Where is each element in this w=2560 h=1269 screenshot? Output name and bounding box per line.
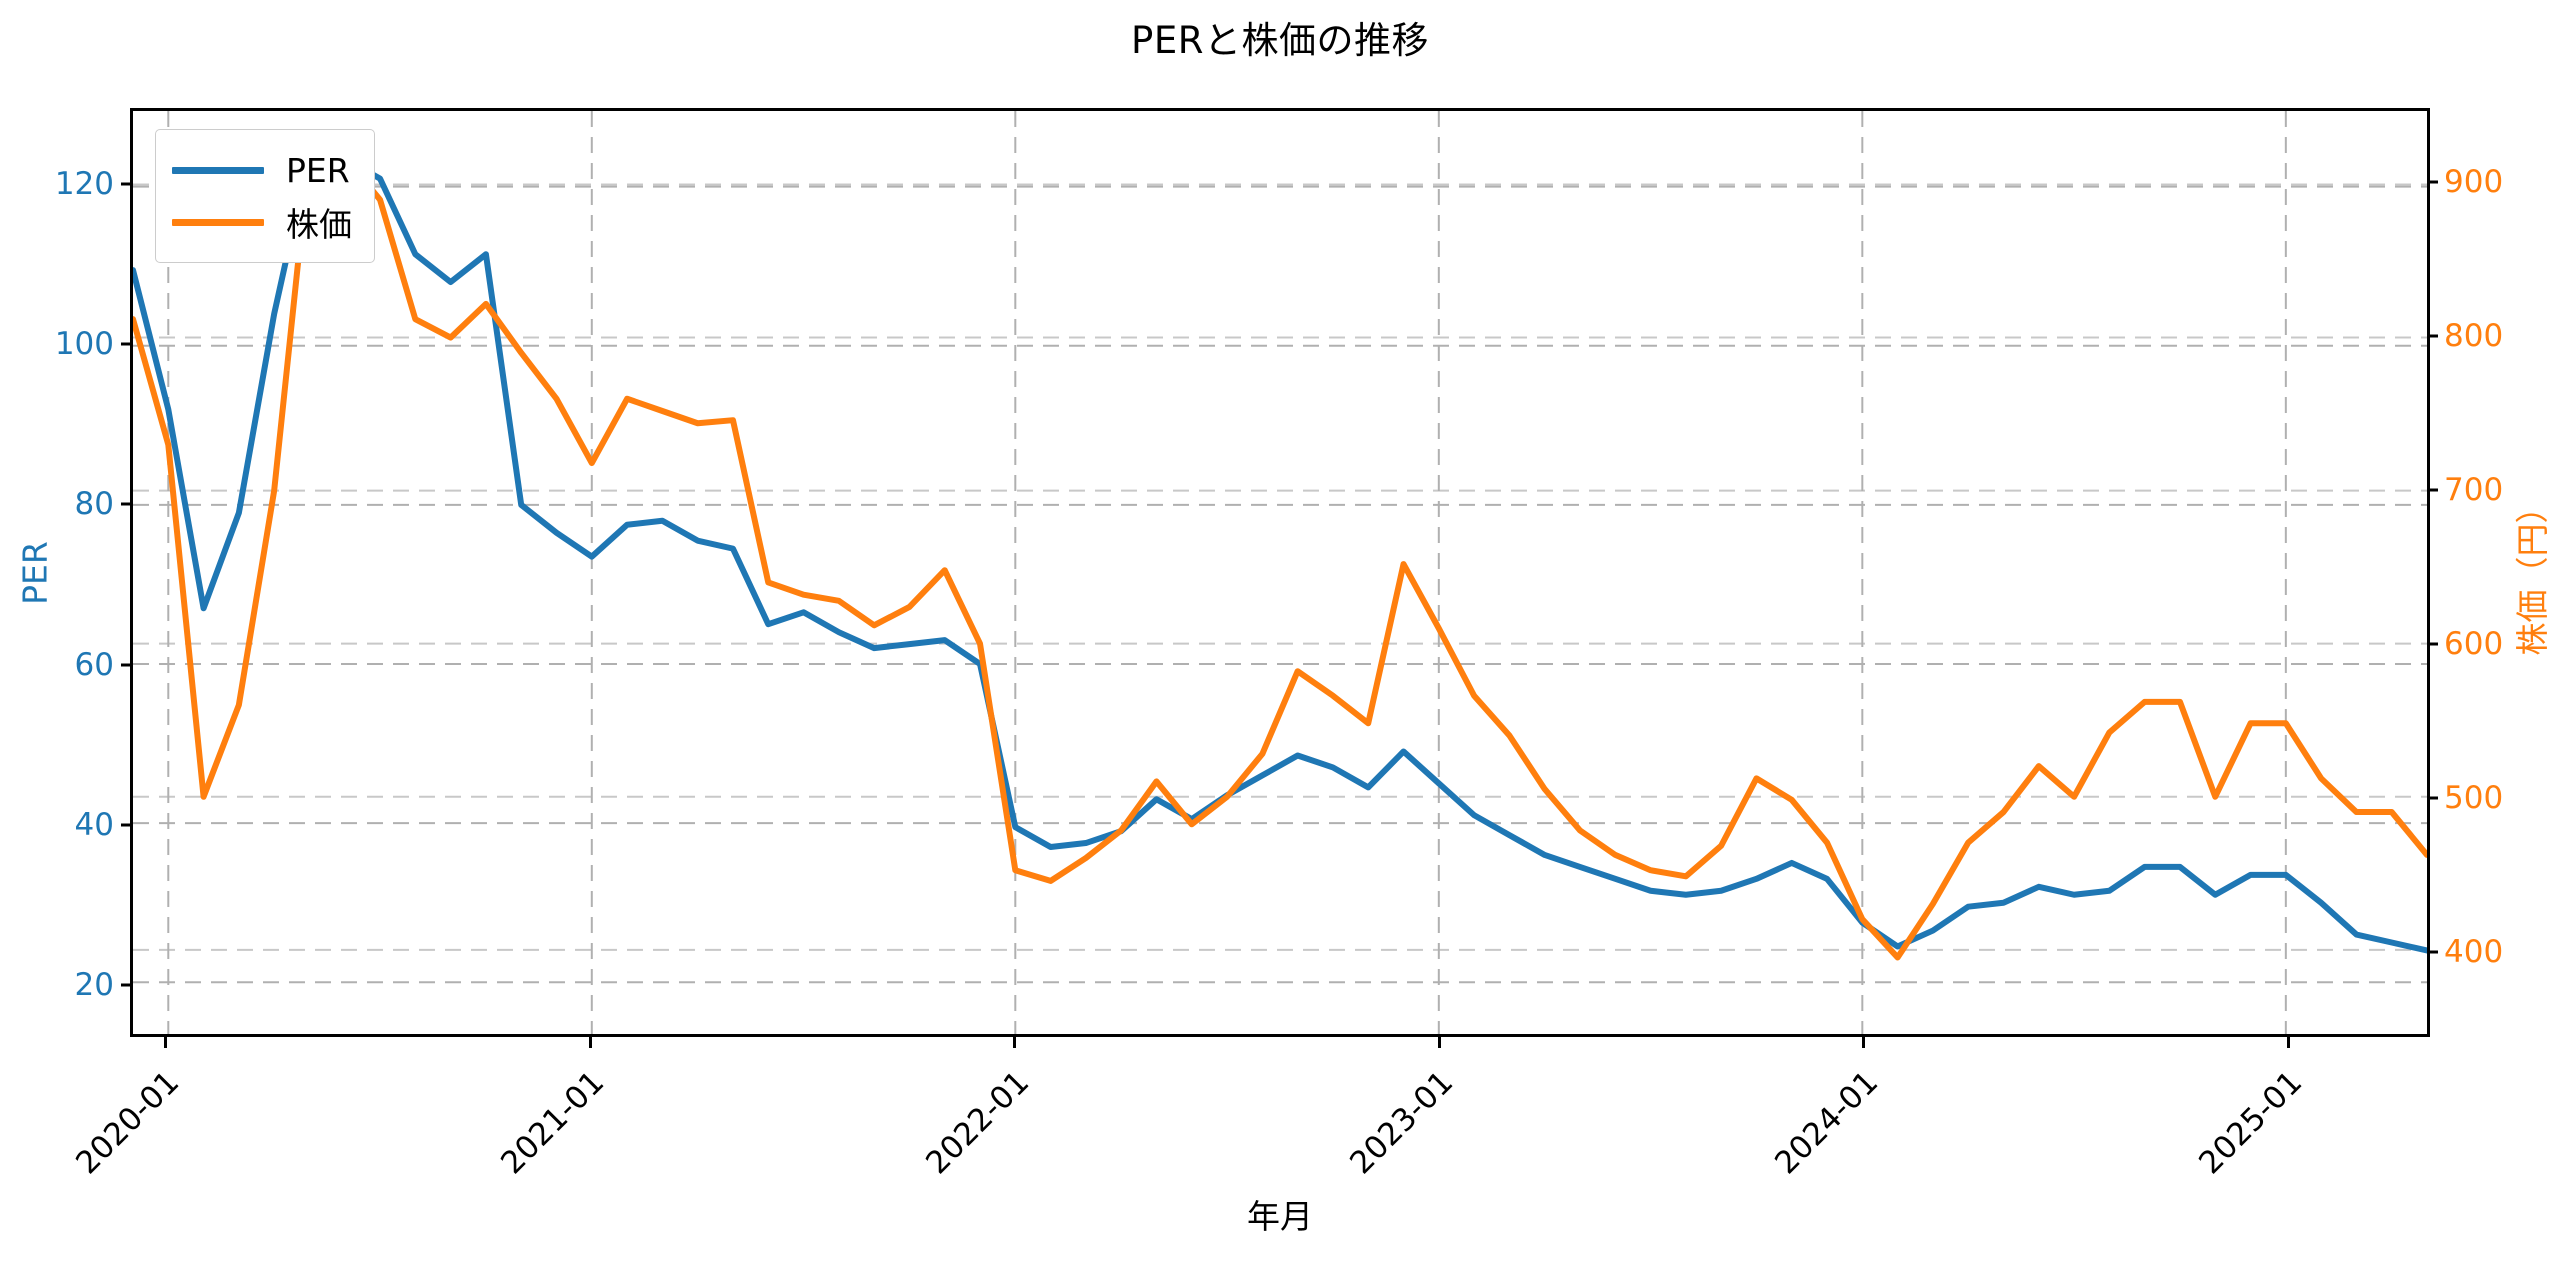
- y-tick-left-80: 80: [74, 486, 114, 523]
- y-tick-right-mark-900: [2428, 180, 2438, 184]
- series-line-PER: [133, 155, 2427, 951]
- y-axis-left-label-wrap: PER: [16, 108, 55, 1037]
- y-axis-right-label-wrap: 株価（円）: [2513, 108, 2552, 1037]
- x-tick-label-2024-01: 2024-01: [1768, 1064, 1886, 1182]
- x-tick-mark-2021-01: [588, 1037, 592, 1048]
- legend-label-per: PER: [286, 150, 350, 190]
- chart-title: PERと株価の推移: [1131, 19, 1429, 62]
- x-axis-label: 年月: [1247, 1197, 1313, 1236]
- y-tick-right-mark-400: [2428, 950, 2438, 954]
- y-tick-left-60: 60: [74, 646, 114, 683]
- y-tick-right-400: 400: [2444, 934, 2504, 971]
- y-tick-right-600: 600: [2444, 626, 2504, 663]
- x-tick-label-2021-01: 2021-01: [494, 1064, 612, 1182]
- y-axis-left-label: PER: [15, 540, 55, 605]
- chart-legend[interactable]: PER 株価: [155, 129, 375, 263]
- legend-item-per[interactable]: PER: [172, 144, 352, 196]
- grid-layer: [133, 111, 2427, 1034]
- y-tick-left-20: 20: [74, 966, 114, 1003]
- y-tick-right-mark-600: [2428, 642, 2438, 646]
- y-tick-left-mark-120: [121, 182, 131, 186]
- x-tick-label-2023-01: 2023-01: [1343, 1064, 1461, 1182]
- legend-label-stock-price: 株価: [286, 205, 352, 244]
- legend-item-stock-price[interactable]: 株価: [172, 196, 352, 248]
- x-tick-label-2022-01: 2022-01: [918, 1064, 1036, 1182]
- y-tick-right-mark-700: [2428, 488, 2438, 492]
- series-line-株価: [133, 154, 2427, 958]
- y-tick-right-500: 500: [2444, 780, 2504, 817]
- y-tick-right-900: 900: [2444, 163, 2504, 200]
- x-tick-mark-2022-01: [1013, 1037, 1017, 1048]
- y-tick-right-mark-800: [2428, 334, 2438, 338]
- x-tick-mark-2024-01: [1862, 1037, 1866, 1048]
- y-tick-left-mark-60: [121, 663, 131, 667]
- y-tick-left-120: 120: [54, 166, 114, 203]
- y-axis-right-label: 株価（円）: [2513, 490, 2552, 655]
- data-layer: [133, 111, 2427, 1034]
- x-tick-label-2025-01: 2025-01: [2192, 1064, 2310, 1182]
- y-tick-right-mark-500: [2428, 796, 2438, 800]
- y-tick-left-40: 40: [74, 806, 114, 843]
- plot-area: PER 株価: [130, 108, 2430, 1037]
- x-tick-label-2020-01: 2020-01: [69, 1064, 187, 1182]
- y-tick-left-mark-80: [121, 502, 131, 506]
- y-tick-left-mark-20: [121, 983, 131, 987]
- legend-swatch-stock-price: [172, 218, 264, 226]
- y-tick-right-800: 800: [2444, 318, 2504, 354]
- legend-swatch-per: [172, 166, 264, 174]
- x-tick-mark-2025-01: [2286, 1037, 2290, 1048]
- y-tick-left-mark-40: [121, 823, 131, 827]
- x-tick-mark-2020-01: [163, 1037, 167, 1048]
- y-tick-left-100: 100: [54, 326, 114, 363]
- y-tick-right-700: 700: [2444, 472, 2504, 509]
- y-tick-left-mark-100: [121, 342, 131, 346]
- x-tick-mark-2023-01: [1437, 1037, 1441, 1048]
